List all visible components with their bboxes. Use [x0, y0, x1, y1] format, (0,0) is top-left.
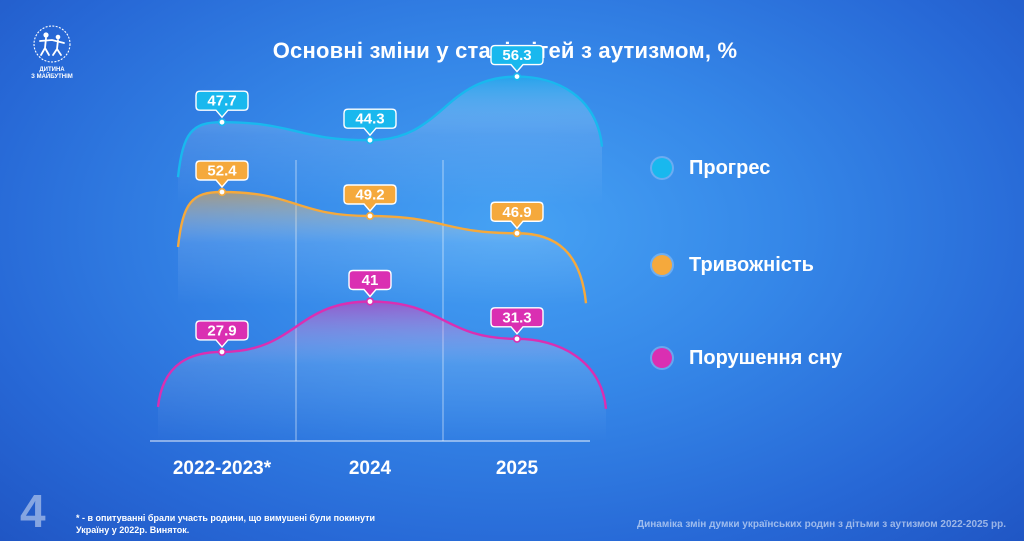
data-label: 49.2: [355, 187, 384, 204]
logo: ДИТИНА З МАЙБУТНІМ: [22, 22, 82, 82]
data-label-bubble: [195, 160, 249, 189]
chart-caption: Динаміка змін думки українських родин з …: [636, 519, 1006, 530]
data-label: 41: [362, 272, 379, 289]
legend-dot-icon: [652, 158, 672, 178]
data-label: 27.9: [207, 322, 236, 339]
footnote: * - в опитуванні брали участь родини, що…: [76, 513, 376, 535]
series-area-3: [158, 301, 606, 441]
data-label: 52.4: [207, 163, 237, 180]
data-label-bubble: [490, 44, 544, 73]
data-point: [365, 212, 374, 221]
legend-item: Прогрес: [652, 156, 770, 180]
data-label: 31.3: [502, 309, 531, 326]
series-area-2: [178, 192, 586, 305]
data-label: 56.3: [502, 47, 531, 64]
data-point: [218, 347, 227, 356]
logo-text: ДИТИНА З МАЙБУТНІМ: [31, 67, 73, 80]
data-point: [365, 297, 374, 306]
data-label: 47.7: [207, 93, 236, 110]
data-point: [218, 118, 227, 127]
data-label: 46.9: [502, 204, 531, 221]
data-label-bubble: [343, 108, 397, 137]
legend-dot-icon: [652, 255, 672, 275]
data-label-bubble: [490, 307, 544, 335]
data-label: 44.3: [355, 111, 384, 128]
data-label-bubble: [195, 90, 249, 119]
x-tick-label: 2025: [496, 458, 539, 479]
x-tick-label: 2022-2023*: [173, 458, 272, 479]
data-label-bubble: [343, 184, 397, 213]
legend-label: Тривожність: [689, 253, 814, 276]
page-number: 4: [20, 485, 46, 537]
data-point: [512, 334, 521, 343]
data-point: [512, 72, 521, 81]
data-point: [218, 188, 227, 197]
x-tick-label: 2024: [349, 458, 392, 479]
data-label-bubble: [348, 269, 392, 298]
legend-label: Прогрес: [689, 156, 771, 179]
series-area-1: [178, 76, 602, 205]
legend-label: Порушення сну: [689, 346, 843, 369]
legend-item: Тривожність: [652, 253, 814, 277]
legend-item: Порушення сну: [652, 346, 842, 370]
data-label-bubble: [490, 201, 544, 230]
data-point: [365, 136, 374, 145]
children-circle-logo-icon: [33, 25, 71, 63]
data-label-bubble: [195, 320, 249, 349]
legend-dot-icon: [652, 348, 672, 368]
series-line-1: [176, 75, 604, 178]
data-point: [512, 229, 521, 238]
